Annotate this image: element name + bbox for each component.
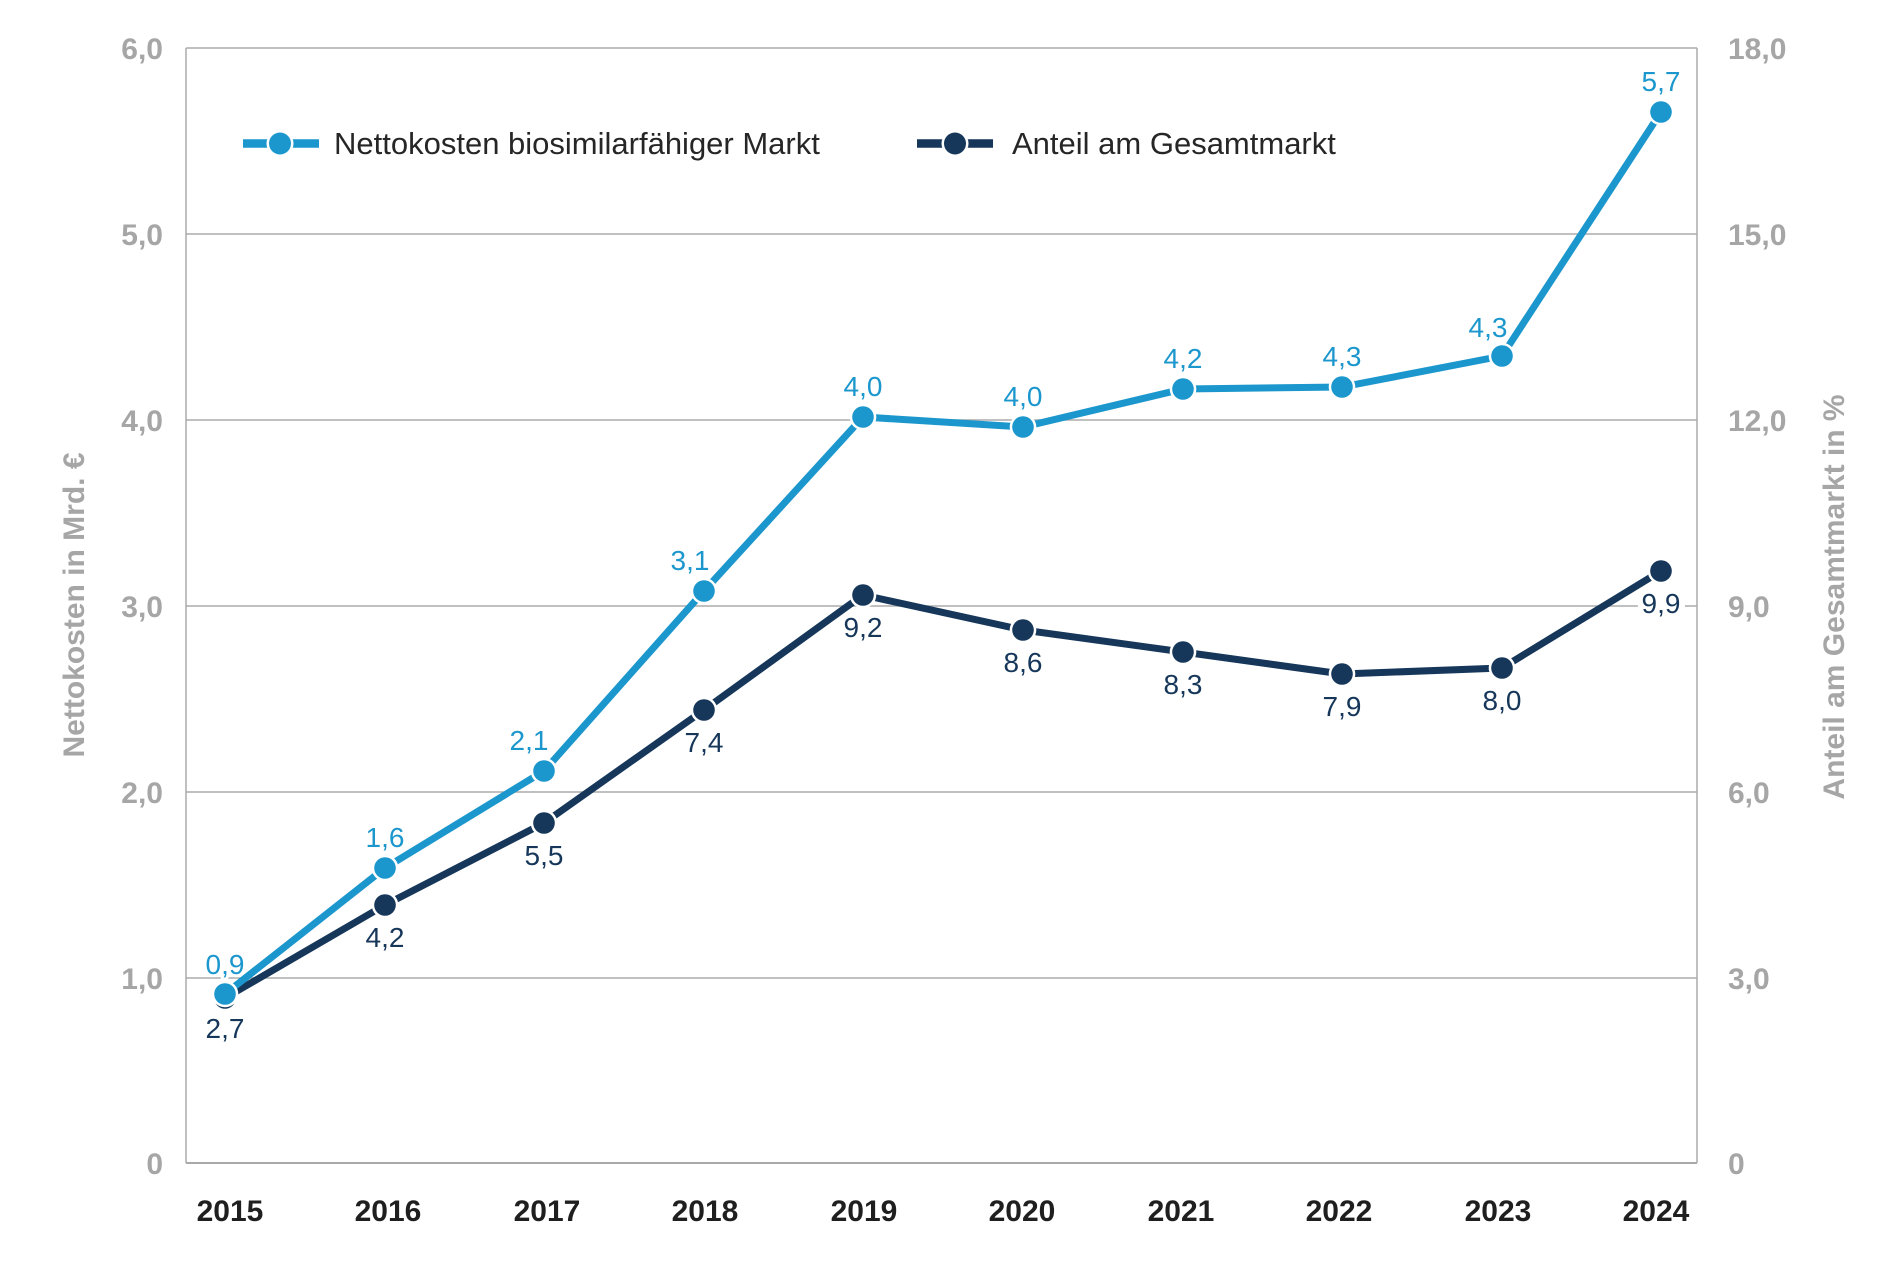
svg-text:2022: 2022 xyxy=(1306,1195,1373,1228)
svg-text:Nettokosten in Mrd. €: Nettokosten in Mrd. € xyxy=(58,452,91,757)
svg-text:2016: 2016 xyxy=(355,1195,422,1228)
svg-text:2021: 2021 xyxy=(1148,1195,1215,1228)
svg-text:2,7: 2,7 xyxy=(206,1013,245,1044)
svg-text:2015: 2015 xyxy=(197,1195,264,1228)
svg-text:9,2: 9,2 xyxy=(844,612,883,643)
svg-text:2018: 2018 xyxy=(672,1195,739,1228)
svg-text:0: 0 xyxy=(1728,1148,1745,1181)
svg-text:9,0: 9,0 xyxy=(1728,591,1770,624)
svg-text:4,3: 4,3 xyxy=(1323,341,1362,372)
svg-text:8,6: 8,6 xyxy=(1004,647,1043,678)
svg-text:9,9: 9,9 xyxy=(1642,588,1681,619)
svg-text:Anteil am Gesamtmarkt: Anteil am Gesamtmarkt xyxy=(1012,126,1336,161)
svg-text:0: 0 xyxy=(146,1148,163,1181)
svg-text:Anteil am Gesamtmarkt in %: Anteil am Gesamtmarkt in % xyxy=(1818,394,1851,799)
svg-text:3,0: 3,0 xyxy=(1728,963,1770,996)
svg-text:2019: 2019 xyxy=(831,1195,898,1228)
svg-text:3,0: 3,0 xyxy=(121,591,163,624)
svg-text:Nettokosten biosimilarfähiger: Nettokosten biosimilarfähiger Markt xyxy=(334,126,820,161)
svg-text:8,3: 8,3 xyxy=(1164,669,1203,700)
svg-text:5,0: 5,0 xyxy=(121,219,163,252)
svg-text:2017: 2017 xyxy=(514,1195,581,1228)
svg-text:0,9: 0,9 xyxy=(206,949,245,980)
svg-text:12,0: 12,0 xyxy=(1728,405,1786,438)
svg-text:2,1: 2,1 xyxy=(510,725,549,756)
svg-text:7,9: 7,9 xyxy=(1323,691,1362,722)
svg-text:2020: 2020 xyxy=(989,1195,1056,1228)
svg-text:4,0: 4,0 xyxy=(844,371,883,402)
svg-text:5,7: 5,7 xyxy=(1642,66,1681,97)
svg-text:1,0: 1,0 xyxy=(121,963,163,996)
svg-text:4,3: 4,3 xyxy=(1469,312,1508,343)
svg-text:7,4: 7,4 xyxy=(685,727,724,758)
svg-text:2,0: 2,0 xyxy=(121,777,163,810)
svg-text:15,0: 15,0 xyxy=(1728,219,1786,252)
svg-text:18,0: 18,0 xyxy=(1728,33,1786,66)
svg-text:6,0: 6,0 xyxy=(1728,777,1770,810)
svg-text:5,5: 5,5 xyxy=(525,840,564,871)
svg-text:6,0: 6,0 xyxy=(121,33,163,66)
svg-text:4,0: 4,0 xyxy=(121,405,163,438)
svg-text:4,2: 4,2 xyxy=(1164,343,1203,374)
svg-text:2023: 2023 xyxy=(1465,1195,1532,1228)
svg-text:1,6: 1,6 xyxy=(366,822,405,853)
svg-text:8,0: 8,0 xyxy=(1483,685,1522,716)
svg-text:2024: 2024 xyxy=(1623,1195,1690,1228)
svg-text:4,0: 4,0 xyxy=(1004,381,1043,412)
svg-text:3,1: 3,1 xyxy=(671,545,710,576)
svg-text:4,2: 4,2 xyxy=(366,922,405,953)
